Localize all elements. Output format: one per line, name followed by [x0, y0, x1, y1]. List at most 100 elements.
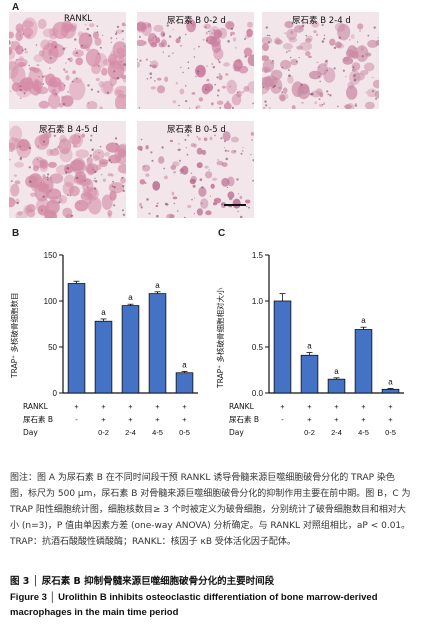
nucleus-dot — [189, 107, 191, 109]
nucleus-dot — [161, 146, 164, 149]
nucleus-dot — [353, 74, 356, 77]
stained-cell — [233, 66, 241, 72]
nucleus-dot — [187, 61, 190, 63]
stained-cell — [238, 58, 241, 62]
nucleus-dot — [146, 78, 149, 80]
treatment-cell: + — [101, 402, 106, 411]
stained-cell — [61, 95, 65, 100]
nucleus-dot — [321, 40, 325, 43]
nucleus-dot — [87, 186, 89, 188]
stained-cell — [211, 41, 222, 54]
nucleus-dot — [216, 94, 219, 97]
stained-cell — [26, 77, 33, 86]
nucleus-dot — [246, 206, 248, 208]
nucleus-dot — [65, 171, 68, 174]
nucleus-dot — [184, 138, 187, 141]
stained-cell — [65, 75, 70, 81]
nucleus-dot — [19, 145, 21, 148]
nucleus-dot — [67, 91, 69, 93]
nucleus-dot — [197, 72, 199, 74]
nucleus-dot — [10, 180, 13, 182]
nucleus-dot — [123, 63, 126, 66]
stained-cell — [226, 100, 230, 104]
chart-b-svg: 0 50 100 150 a a a a RANKL + + + + + 尿石素 B - + + + + Day 0-2 2… — [23, 251, 198, 437]
stained-cell — [145, 58, 148, 61]
nucleus-dot — [217, 89, 220, 92]
stained-cell — [316, 33, 319, 37]
stained-cell — [205, 31, 209, 35]
nucleus-dot — [152, 37, 154, 39]
stained-cell — [286, 28, 297, 41]
stained-cell — [279, 94, 286, 102]
stained-cell — [152, 181, 161, 191]
figure-caption: 图注：图 A 为尿石素 B 在不同时间段干预 RANKL 诱导骨髓来源巨噬细胞破… — [10, 473, 411, 547]
micrograph-image — [137, 121, 254, 218]
nucleus-dot — [35, 44, 38, 46]
stained-cell — [42, 28, 55, 38]
nucleus-dot — [352, 69, 354, 71]
nucleus-dot — [224, 147, 226, 149]
stained-cell — [366, 88, 378, 98]
stained-cell — [101, 194, 113, 210]
stained-cell — [59, 195, 68, 204]
stained-cell — [205, 210, 212, 216]
nucleus-dot — [234, 150, 236, 152]
stained-cell — [218, 73, 222, 76]
stained-cell — [309, 70, 322, 80]
nucleus-dot — [154, 35, 157, 38]
stained-cell — [213, 197, 222, 204]
stained-cell — [10, 65, 26, 86]
stained-cell — [150, 86, 156, 90]
stained-cell — [81, 133, 85, 138]
micrograph-image — [9, 12, 126, 109]
nucleus-dot — [267, 41, 271, 44]
nucleus-dot — [168, 35, 172, 38]
nucleus-dot — [180, 45, 182, 47]
stained-cell — [190, 175, 197, 183]
nucleus-dot — [227, 40, 230, 43]
stained-cell — [99, 161, 108, 167]
nucleus-dot — [64, 84, 66, 87]
nucleus-dot — [116, 37, 118, 39]
treatment-cell: + — [155, 402, 160, 411]
stained-cell — [13, 138, 26, 149]
chart-c: TRAP⁺ 多核破骨细胞相对大小 0.0 0.5 1.0 1.5 a a a a RANKL + +… — [214, 238, 414, 448]
nucleus-dot — [286, 51, 288, 53]
bar — [148, 293, 167, 394]
nucleus-dot — [102, 34, 104, 36]
stained-cell — [171, 191, 175, 196]
stained-cell — [280, 59, 292, 70]
chart-c-svg: 0.0 0.5 1.0 1.5 a a a a RANKL + + + + + 尿石素 B - + + + + Day 0… — [229, 251, 404, 437]
stained-cell — [262, 76, 274, 88]
nucleus-dot — [219, 106, 222, 109]
stained-cell — [230, 31, 235, 35]
nucleus-dot — [318, 66, 320, 68]
treatment-row-label: RANKL — [229, 402, 255, 411]
nucleus-dot — [201, 186, 204, 189]
stained-cell — [193, 143, 197, 148]
stained-cell — [24, 50, 28, 54]
y-tick-label: 1.5 — [252, 251, 264, 260]
nucleus-dot — [212, 66, 215, 69]
stained-cell — [158, 42, 165, 48]
stained-cell — [100, 80, 113, 95]
stained-cell — [195, 64, 206, 78]
stained-cell — [343, 56, 350, 62]
micrograph-label: 尿石素 B 0-2 d — [167, 16, 226, 26]
nucleus-dot — [184, 85, 187, 87]
nucleus-dot — [262, 86, 265, 89]
treatment-cell: + — [334, 415, 339, 424]
stained-cell — [69, 78, 86, 101]
stained-cell — [313, 30, 317, 34]
treatment-row-label: RANKL — [23, 402, 49, 411]
stained-cell — [365, 52, 372, 57]
stained-cell — [115, 29, 123, 34]
nucleus-dot — [196, 136, 198, 138]
nucleus-dot — [224, 149, 227, 152]
nucleus-dot — [284, 32, 286, 34]
treatment-cell: + — [128, 415, 133, 424]
nucleus-dot — [74, 38, 77, 41]
nucleus-dot — [242, 150, 244, 152]
stained-cell — [22, 27, 34, 37]
stained-cell — [107, 173, 113, 177]
